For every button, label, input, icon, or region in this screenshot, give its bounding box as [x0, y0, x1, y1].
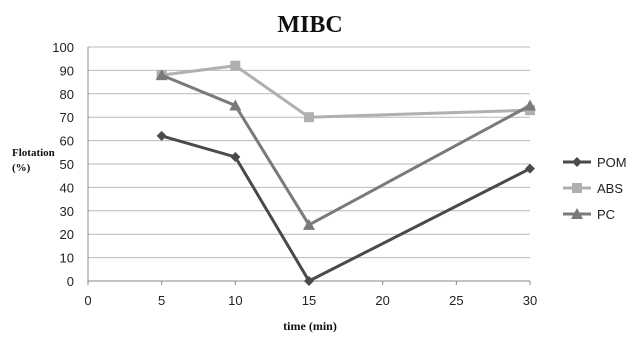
x-tick-label: 0: [84, 293, 91, 308]
data-point-abs: [230, 60, 241, 71]
y-tick-label: 70: [60, 110, 74, 125]
data-point-pc: [524, 99, 536, 111]
data-point-pc: [303, 218, 315, 230]
x-tick-label: 30: [523, 293, 537, 308]
y-tick-label: 10: [60, 251, 74, 266]
legend-label: ABS: [597, 181, 623, 196]
data-point-pom: [525, 163, 535, 174]
y-tick-label: 60: [60, 134, 74, 149]
legend-item-abs: ABS: [563, 181, 623, 196]
x-tick-label: 15: [302, 293, 316, 308]
x-tick-label: 20: [375, 293, 389, 308]
x-tick-labels: 0 5 10 15 20 25 30: [84, 293, 537, 308]
legend-item-pc: PC: [563, 207, 615, 222]
data-point-pom: [156, 130, 167, 141]
y-tick-label: 90: [60, 63, 74, 78]
y-axis-label-line1: Flotation: [12, 147, 55, 159]
series-line-pom: [161, 134, 531, 283]
y-tick-label: 50: [60, 157, 74, 172]
legend-marker: [571, 208, 583, 219]
data-point-pc: [155, 69, 168, 81]
x-tick-label: 10: [228, 293, 242, 308]
data-point-pc: [229, 99, 242, 111]
legend: POM ABS PC: [563, 155, 627, 222]
y-tick-label: 40: [60, 180, 74, 195]
series-line-abs: [161, 64, 531, 119]
x-tick-label: 25: [449, 293, 463, 308]
y-axis-label-line2: (%): [12, 162, 31, 174]
chart-title: MIBC: [277, 12, 342, 38]
axes: [87, 47, 531, 285]
y-tick-label: 80: [60, 87, 74, 102]
series-pom: [156, 130, 535, 286]
data-point-pom: [230, 151, 241, 162]
legend-label: PC: [597, 207, 615, 222]
series-pc: [155, 69, 536, 230]
legend-item-pom: POM: [563, 155, 627, 170]
legend-marker: [572, 157, 582, 167]
x-axis-label: time (min): [283, 319, 337, 333]
y-tick-label: 20: [60, 227, 74, 242]
y-tick-labels: 0 10 20 30 40 50 60 70 80 90 100: [52, 40, 74, 289]
y-tick-label: 30: [60, 204, 74, 219]
data-point-abs: [304, 112, 314, 123]
series: [155, 60, 536, 286]
y-tick-label: 100: [52, 40, 74, 55]
series-line-pc: [161, 73, 531, 227]
y-tick-label: 0: [67, 274, 74, 289]
x-tick-label: 5: [158, 293, 165, 308]
legend-marker: [572, 183, 582, 193]
data-point-pom: [304, 276, 314, 286]
legend-label: POM: [597, 155, 627, 170]
